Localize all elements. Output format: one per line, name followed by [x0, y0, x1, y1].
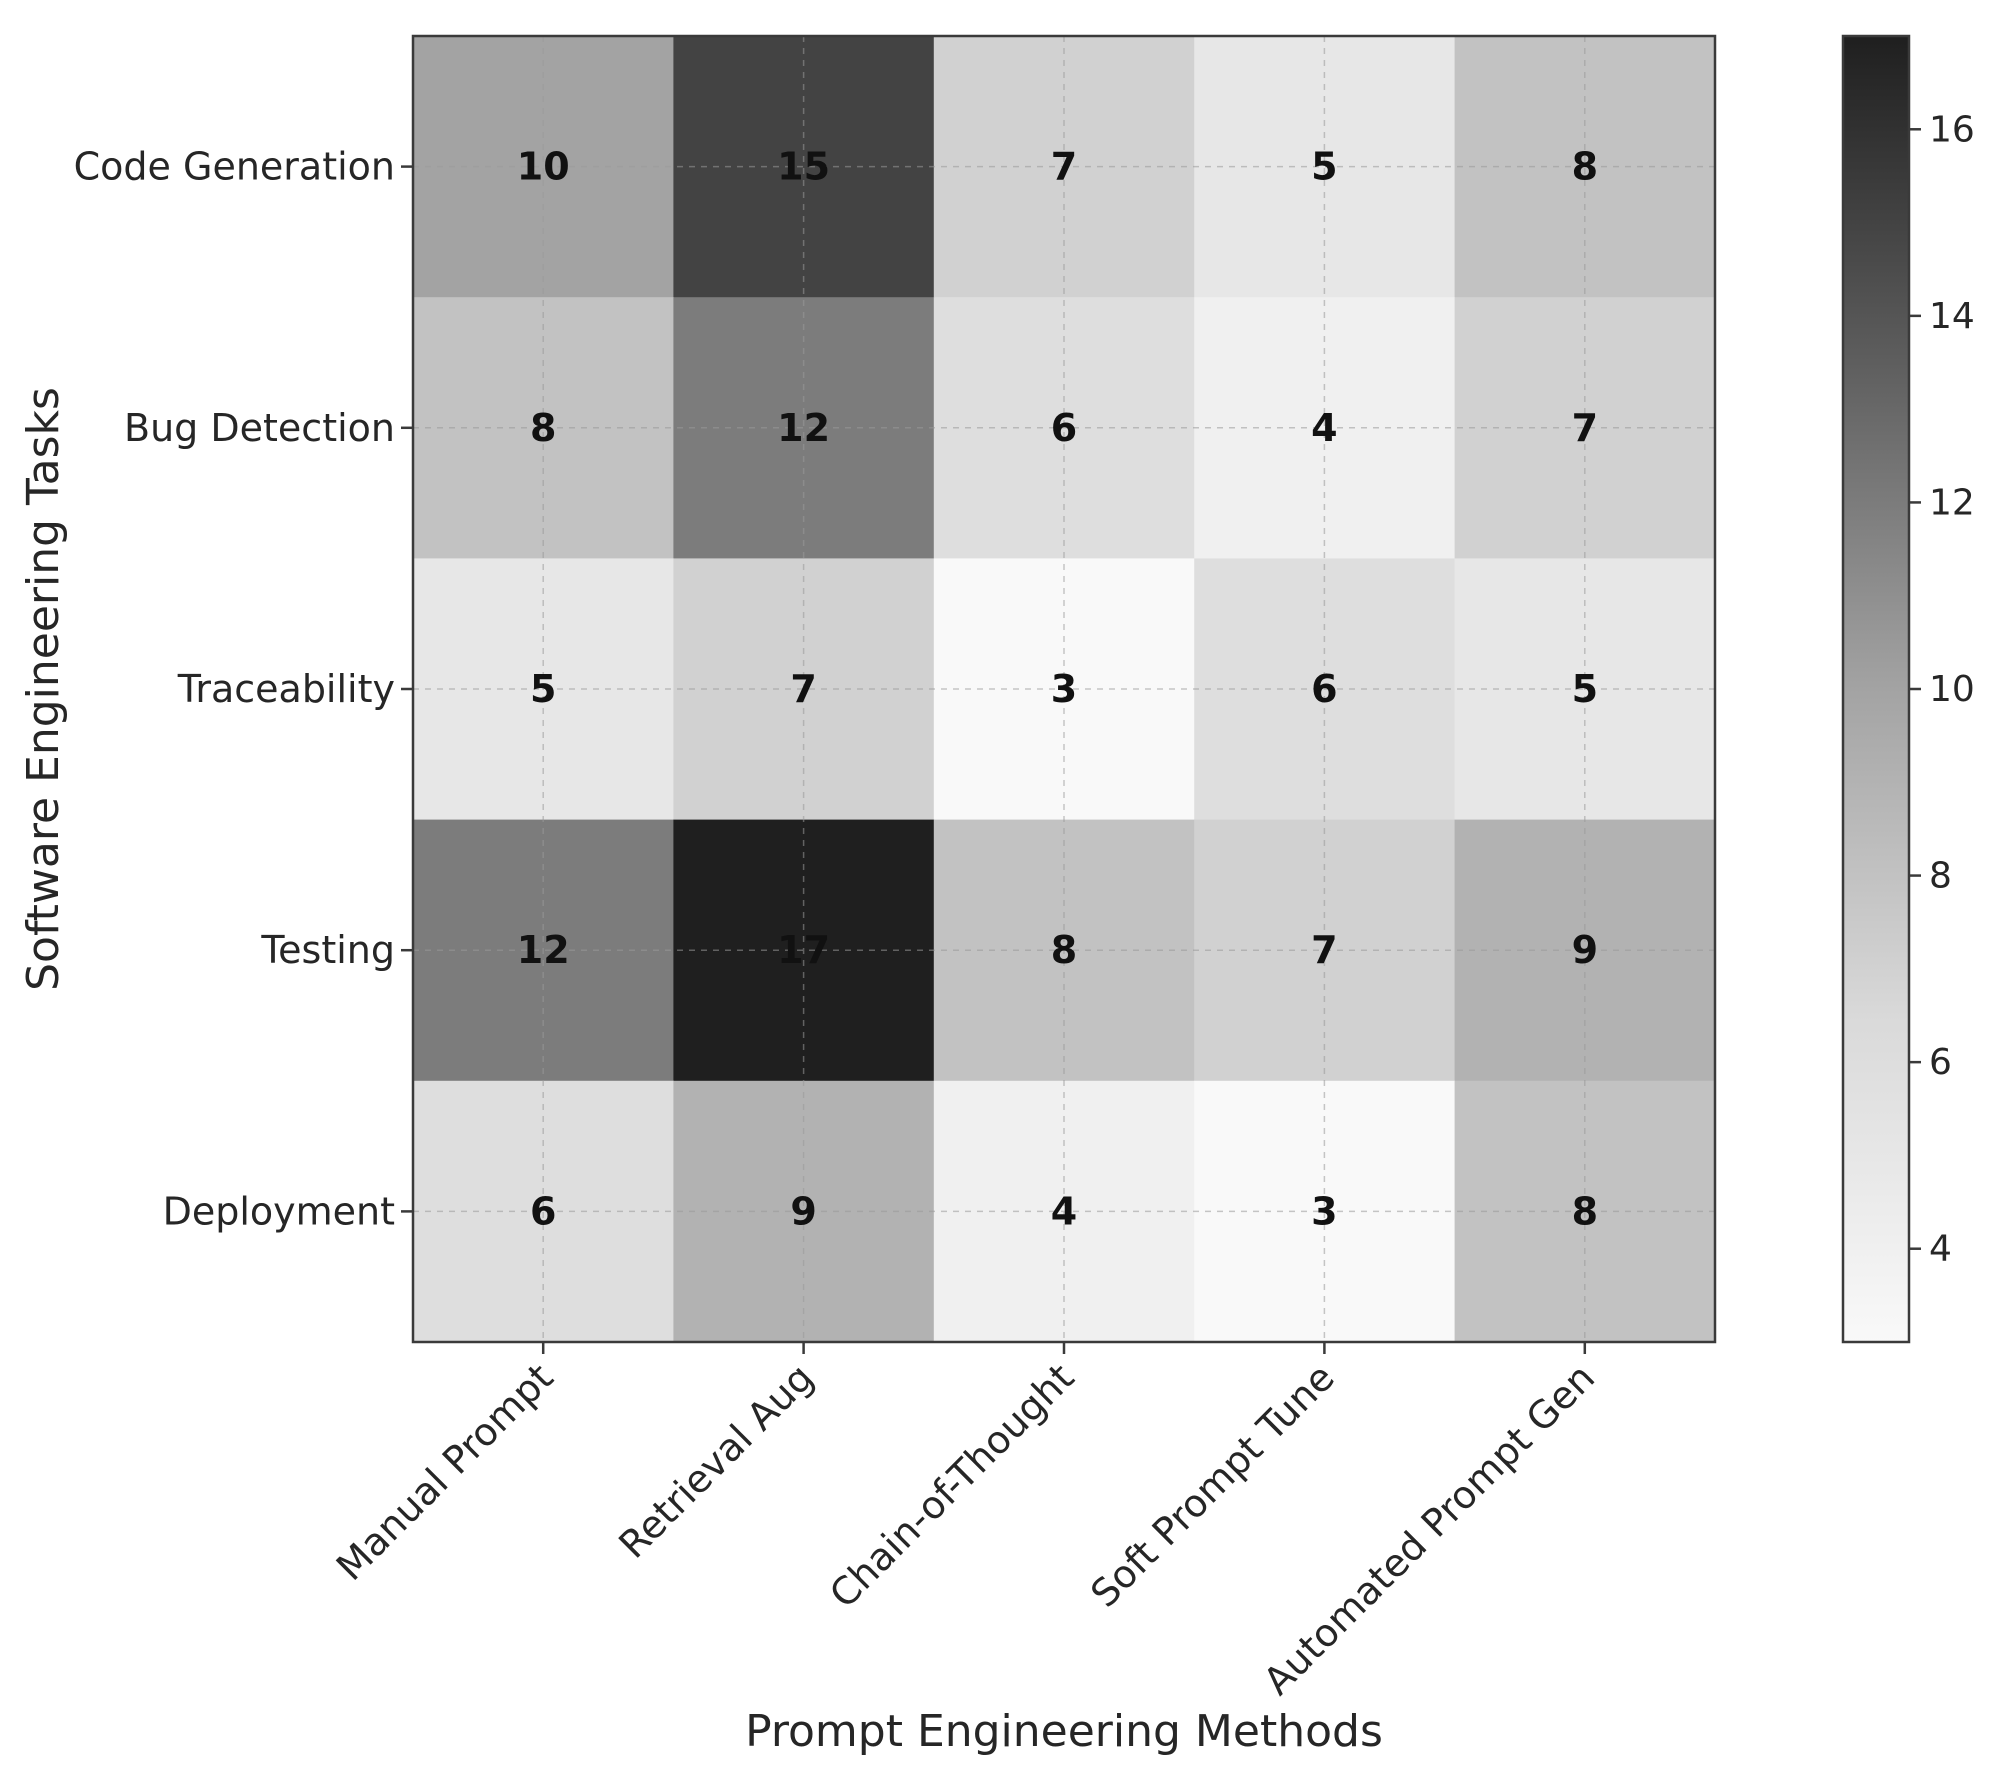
colorbar-tick-label: 12	[1929, 482, 1975, 523]
colorbar-ticks: 4 6 8 10 12 14 16	[1909, 109, 1975, 1270]
cell-value-label: 7	[1572, 406, 1598, 450]
y-tick-label: Code Generation	[74, 145, 395, 189]
cell-value-label: 8	[1572, 1189, 1598, 1233]
cell-value-label: 5	[1311, 145, 1337, 189]
y-axis-title: Software Engineering Tasks	[18, 387, 69, 991]
colorbar-tick-label: 10	[1929, 669, 1975, 710]
y-tick-label: Testing	[260, 928, 395, 972]
colorbar-tick-label: 4	[1929, 1229, 1952, 1270]
cell-value-label: 8	[1572, 145, 1598, 189]
x-axis-title: Prompt Engineering Methods	[745, 1706, 1383, 1757]
y-tick-label: Traceability	[177, 667, 395, 711]
cell-value-label: 7	[790, 667, 816, 711]
colorbar-tick-label: 8	[1929, 856, 1952, 897]
cell-value-label: 6	[530, 1189, 556, 1233]
grid-lines	[413, 36, 1715, 1342]
cell-value-label: 8	[1051, 928, 1077, 972]
cell-value-label: 6	[1311, 667, 1337, 711]
cell-value-label: 15	[777, 145, 830, 189]
cell-value-label: 4	[1051, 1189, 1077, 1233]
cell-value-label: 7	[1311, 928, 1337, 972]
y-axis-ticks: Code Generation Bug Detection Traceability…	[74, 145, 413, 1233]
cell-value-label: 7	[1051, 145, 1077, 189]
cell-value-label: 9	[1572, 928, 1598, 972]
y-tick-label: Deployment	[163, 1189, 395, 1233]
x-tick-label: Retrieval Aug	[610, 1355, 822, 1567]
cell-value-label: 5	[530, 667, 556, 711]
cell-value-label: 3	[1051, 667, 1077, 711]
cell-value-label: 10	[517, 145, 570, 189]
y-tick-label: Bug Detection	[124, 406, 395, 450]
cell-value-label: 4	[1311, 406, 1337, 450]
colorbar-tick-label: 6	[1929, 1042, 1952, 1083]
cell-value-labels: 10 15 7 5 8 8 12 6 4 7 5 7 3 6 5 12 17 8 7 9 6 9 4 3 8	[517, 145, 1598, 1234]
cell-value-label: 9	[790, 1189, 816, 1233]
x-axis-ticks: Manual Prompt Retrieval Aug Chain-of-Thoug…	[328, 1342, 1603, 1703]
cell-value-label: 17	[777, 928, 830, 972]
cell-value-label: 6	[1051, 406, 1077, 450]
cell-value-label: 5	[1572, 667, 1598, 711]
colorbar	[1841, 34, 1911, 1344]
x-tick-label: Chain-of-Thought	[821, 1355, 1082, 1616]
colorbar-tick-label: 16	[1929, 109, 1975, 150]
x-tick-label: Soft Prompt Tune	[1082, 1355, 1343, 1616]
cell-value-label: 12	[517, 928, 570, 972]
x-tick-label: Manual Prompt	[328, 1355, 562, 1589]
colorbar-tick-label: 14	[1929, 296, 1975, 337]
cell-value-label: 3	[1311, 1189, 1337, 1233]
cell-value-label: 8	[530, 406, 556, 450]
cell-value-label: 12	[777, 406, 830, 450]
